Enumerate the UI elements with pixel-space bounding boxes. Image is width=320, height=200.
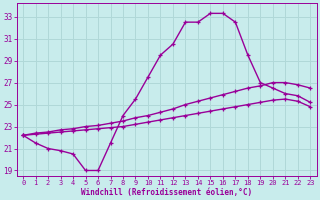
X-axis label: Windchill (Refroidissement éolien,°C): Windchill (Refroidissement éolien,°C) xyxy=(81,188,252,197)
